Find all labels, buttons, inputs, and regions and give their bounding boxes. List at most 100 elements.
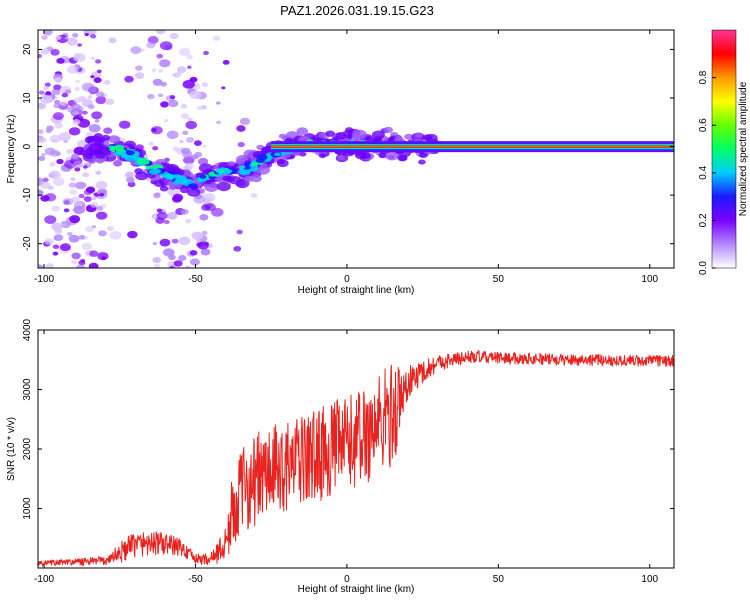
noise-blob [44,82,51,87]
noise-blob [130,46,142,54]
noise-blob [199,214,209,221]
ridge-cloud-blob [153,175,162,181]
noise-blob [71,103,81,111]
x-tick-label: 100 [641,574,658,585]
ridge-cloud-blob [325,130,335,137]
noise-blob [38,137,47,144]
noise-blob [179,47,191,56]
noise-blob [152,78,163,86]
noise-blob [89,30,97,35]
noise-blob [197,241,209,250]
x-tick-label: -50 [188,274,203,285]
noise-blob [96,69,102,74]
noise-blob [101,203,107,208]
noise-blob [38,264,44,268]
ridge-cloud-blob [250,174,262,183]
ridge-cloud-blob [187,187,201,197]
noise-blob [68,234,80,243]
noise-blob [222,59,230,65]
ridge-cloud-blob [134,168,144,175]
noise-blob [215,120,222,125]
noise-blob [237,142,245,148]
noise-blob [189,258,201,266]
noise-blob [159,238,171,247]
ridge-cloud-blob [354,151,367,160]
noise-blob [82,110,88,115]
ridge-cloud-blob [335,132,347,140]
noise-blob [40,48,50,55]
y-tick-label: -20 [22,236,33,251]
noise-blob [152,256,161,264]
noise-blob [88,123,101,133]
noise-blob [113,159,123,167]
noise-blob [80,259,86,263]
ridge-cloud-blob [108,135,121,144]
ridge-cloud-blob [88,158,96,164]
noise-blob [61,92,69,98]
noise-blob [70,177,76,182]
ridge-cloud-blob [296,127,309,136]
ridge-core-blob [188,183,198,189]
ridge-cloud-blob [204,182,219,192]
noise-blob [153,263,160,268]
noise-blob [89,34,97,39]
noise-blob [189,250,198,256]
ridge-cloud-blob [371,130,385,140]
noise-blob [95,181,108,190]
noise-blob [169,32,179,40]
noise-blob [82,172,90,178]
noise-blob [52,112,64,121]
noise-blob [72,119,81,125]
noise-blob [95,91,105,98]
y-tick-label: 3000 [22,378,33,401]
spectrogram-frame [37,29,675,269]
noise-blob [51,88,61,96]
noise-blob [71,196,81,203]
noise-blob [212,35,221,41]
noise-blob [191,231,203,240]
noise-blob [156,211,168,220]
noise-blob [126,176,135,184]
noise-blob [41,153,46,157]
noise-blob [53,103,61,109]
noise-blob [162,248,175,257]
ridge-cloud-blob [98,144,106,150]
noise-blob [159,41,173,51]
noise-blob [103,80,111,85]
ridge-cloud-blob [278,133,287,139]
noise-blob [71,252,81,260]
noise-blob [45,97,54,103]
noise-blob [68,127,81,136]
noise-blob [64,36,70,40]
noise-blob [193,140,202,147]
noise-blob [239,117,251,126]
ridge-core-blob [256,154,268,161]
noise-blob [197,157,209,166]
noise-blob [99,193,105,197]
colorbar-label: Normalized spectral amplitude [738,81,749,216]
ridge-cloud-blob [351,129,367,140]
noise-blob [54,122,63,129]
noise-blob [52,251,59,256]
ridge-core-blob [137,158,150,166]
noise-blob [44,238,54,245]
noise-blob [160,81,168,87]
noise-blob [203,193,216,202]
noise-blob [38,90,45,95]
noise-blob [109,230,122,240]
noise-blob [59,100,67,106]
noise-blob [52,177,65,187]
noise-blob [49,161,56,167]
noise-blob [77,43,82,47]
colorbar-tick-label: 0.4 [698,165,709,179]
noise-blob [88,86,98,93]
noise-blob [156,53,164,59]
noise-blob [54,228,63,234]
noise-blob [157,93,164,98]
noise-blob [155,30,166,35]
noise-blob [201,230,208,235]
ridge-cloud-blob [394,135,404,142]
snr-y-label: SNR (10 * v/v) [6,417,17,481]
noise-blob [49,134,62,143]
